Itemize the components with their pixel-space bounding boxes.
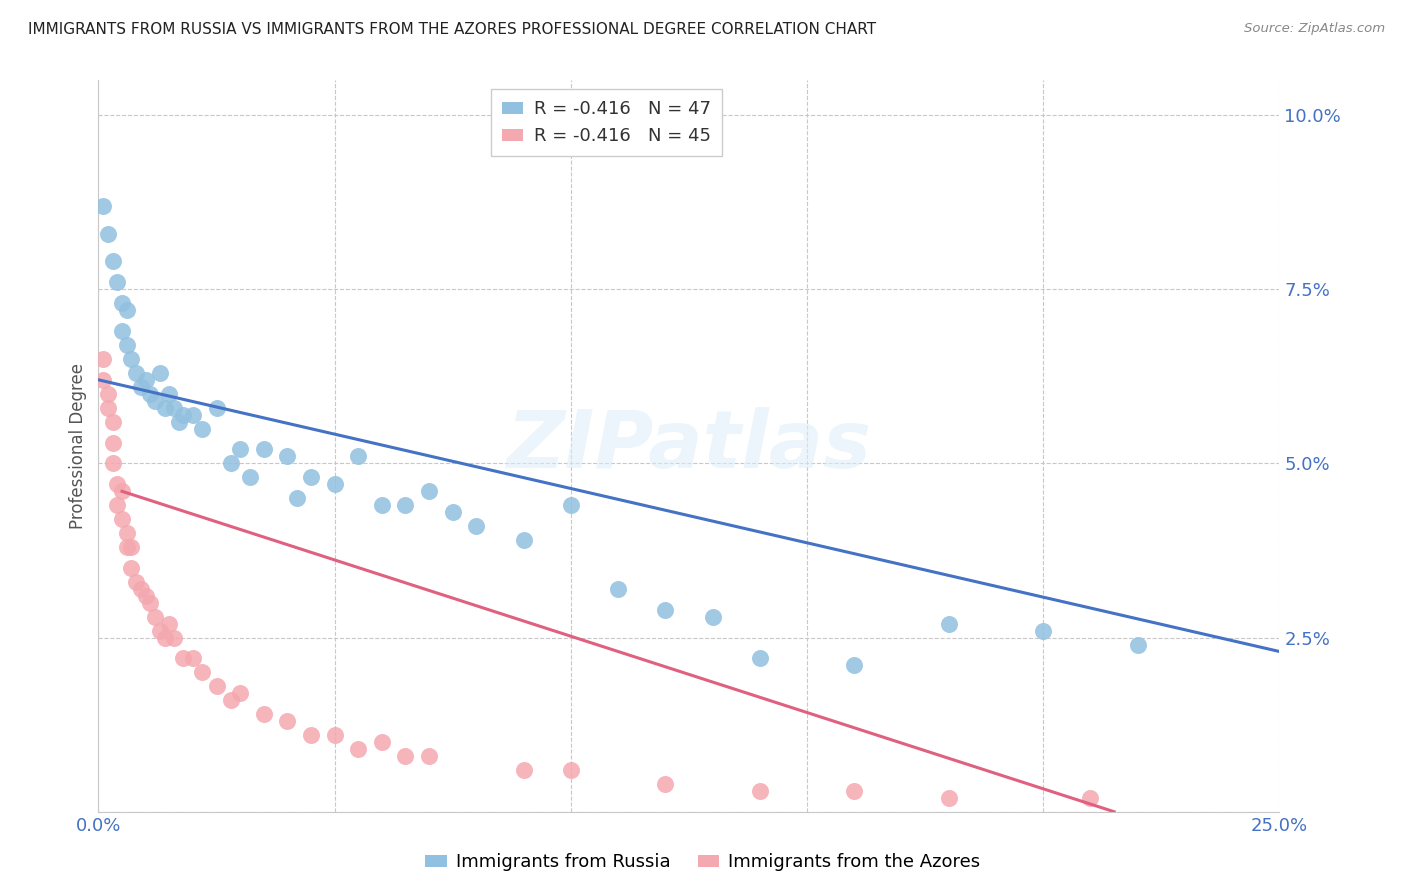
Point xyxy=(560,763,582,777)
Point xyxy=(253,707,276,722)
Point xyxy=(157,616,180,631)
Point xyxy=(654,777,676,791)
Point xyxy=(512,533,534,547)
Point xyxy=(205,679,228,693)
Point xyxy=(139,596,162,610)
Point xyxy=(299,728,322,742)
Point xyxy=(101,254,124,268)
Point xyxy=(1032,624,1054,638)
Point xyxy=(371,735,394,749)
Point xyxy=(105,477,128,491)
Point xyxy=(229,686,252,700)
Point xyxy=(347,742,370,756)
Point xyxy=(844,784,866,798)
Point xyxy=(1080,790,1102,805)
Point xyxy=(153,631,176,645)
Point xyxy=(654,603,676,617)
Point xyxy=(219,457,242,471)
Point xyxy=(167,415,190,429)
Point xyxy=(205,401,228,415)
Point xyxy=(91,199,114,213)
Point xyxy=(347,450,370,464)
Point xyxy=(748,651,770,665)
Point xyxy=(105,275,128,289)
Y-axis label: Professional Degree: Professional Degree xyxy=(69,363,87,529)
Point xyxy=(938,790,960,805)
Point xyxy=(229,442,252,457)
Point xyxy=(101,435,124,450)
Point xyxy=(111,296,134,310)
Point xyxy=(191,665,214,680)
Text: ZIPatlas: ZIPatlas xyxy=(506,407,872,485)
Point xyxy=(394,498,416,512)
Point xyxy=(121,540,143,554)
Text: IMMIGRANTS FROM RUSSIA VS IMMIGRANTS FROM THE AZORES PROFESSIONAL DEGREE CORRELA: IMMIGRANTS FROM RUSSIA VS IMMIGRANTS FRO… xyxy=(28,22,876,37)
Point xyxy=(163,401,186,415)
Point xyxy=(125,366,148,380)
Point xyxy=(115,303,138,318)
Point xyxy=(97,386,120,401)
Point xyxy=(394,749,416,764)
Point xyxy=(844,658,866,673)
Point xyxy=(115,526,138,541)
Point xyxy=(441,505,464,519)
Point xyxy=(418,484,440,499)
Point xyxy=(239,470,262,484)
Point xyxy=(276,450,298,464)
Point xyxy=(181,651,204,665)
Point xyxy=(938,616,960,631)
Point xyxy=(702,609,724,624)
Point xyxy=(560,498,582,512)
Point xyxy=(157,386,180,401)
Point xyxy=(172,408,194,422)
Point xyxy=(125,574,148,589)
Text: Source: ZipAtlas.com: Source: ZipAtlas.com xyxy=(1244,22,1385,36)
Point xyxy=(97,401,120,415)
Point xyxy=(135,373,157,387)
Point xyxy=(121,561,143,575)
Point xyxy=(181,408,204,422)
Point xyxy=(276,714,298,728)
Point xyxy=(299,470,322,484)
Point xyxy=(105,498,128,512)
Point xyxy=(323,477,346,491)
Point xyxy=(97,227,120,241)
Point xyxy=(129,582,152,596)
Point xyxy=(418,749,440,764)
Point xyxy=(371,498,394,512)
Point xyxy=(607,582,630,596)
Point xyxy=(512,763,534,777)
Point xyxy=(111,512,134,526)
Point xyxy=(172,651,194,665)
Point xyxy=(149,366,172,380)
Legend: R = -0.416   N = 47, R = -0.416   N = 45: R = -0.416 N = 47, R = -0.416 N = 45 xyxy=(491,89,721,156)
Point xyxy=(91,351,114,366)
Point xyxy=(191,421,214,435)
Point xyxy=(143,393,166,408)
Point xyxy=(163,631,186,645)
Point xyxy=(111,324,134,338)
Point xyxy=(129,380,152,394)
Point xyxy=(121,351,143,366)
Point xyxy=(465,519,488,533)
Point xyxy=(101,457,124,471)
Point xyxy=(1126,638,1149,652)
Point xyxy=(748,784,770,798)
Point xyxy=(115,540,138,554)
Point xyxy=(219,693,242,707)
Point xyxy=(285,491,308,506)
Point xyxy=(149,624,172,638)
Point xyxy=(143,609,166,624)
Point xyxy=(135,589,157,603)
Point xyxy=(323,728,346,742)
Point xyxy=(153,401,176,415)
Legend: Immigrants from Russia, Immigrants from the Azores: Immigrants from Russia, Immigrants from … xyxy=(418,847,988,879)
Point xyxy=(253,442,276,457)
Point xyxy=(101,415,124,429)
Point xyxy=(115,338,138,352)
Point xyxy=(91,373,114,387)
Point xyxy=(111,484,134,499)
Point xyxy=(139,386,162,401)
